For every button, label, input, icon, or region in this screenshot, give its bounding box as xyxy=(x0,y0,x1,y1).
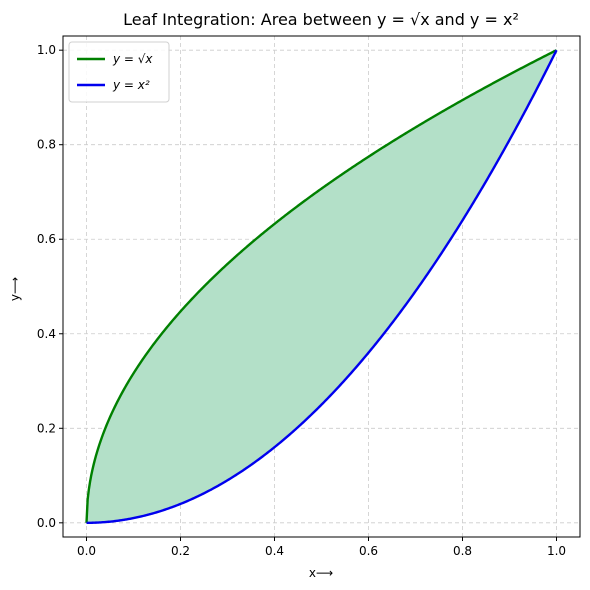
legend-entry: y = √x xyxy=(112,52,153,66)
y-tick-label: 0.8 xyxy=(37,138,56,152)
y-axis-label: y⟶ xyxy=(8,277,22,301)
series-layer xyxy=(85,49,558,525)
series-line-square xyxy=(86,49,558,525)
x-tick-label: 1.0 xyxy=(547,544,566,558)
ticks: 0.0 0.2 0.4 0.6 0.8 1.0 0.0 0.2 0.4 0.6 0.8 1.0 xyxy=(37,43,566,558)
x-tick-label: 0.0 xyxy=(77,544,96,558)
plot-frame xyxy=(62,35,581,538)
x-tick-label: 0.2 xyxy=(171,544,190,558)
x-tick-label: 0.4 xyxy=(265,544,284,558)
x-axis-label: x⟶ xyxy=(309,566,333,580)
y-tick-label: 1.0 xyxy=(37,43,56,57)
legend-box xyxy=(68,41,170,103)
chart-title: Leaf Integration: Area between y = √x an… xyxy=(123,10,519,29)
x-tick-label: 0.8 xyxy=(453,544,472,558)
y-tick-label: 0.6 xyxy=(37,232,56,246)
area-between-curves xyxy=(86,50,557,523)
legend-entry: y = x² xyxy=(112,78,150,92)
y-tick-label: 0.2 xyxy=(37,421,56,435)
series-line-sqrt xyxy=(85,49,558,523)
legend: y = √x y = x² xyxy=(68,41,170,103)
y-tick-label: 0.4 xyxy=(37,327,56,341)
y-tick-label: 0.0 xyxy=(37,516,56,530)
x-tick-label: 0.6 xyxy=(359,544,378,558)
